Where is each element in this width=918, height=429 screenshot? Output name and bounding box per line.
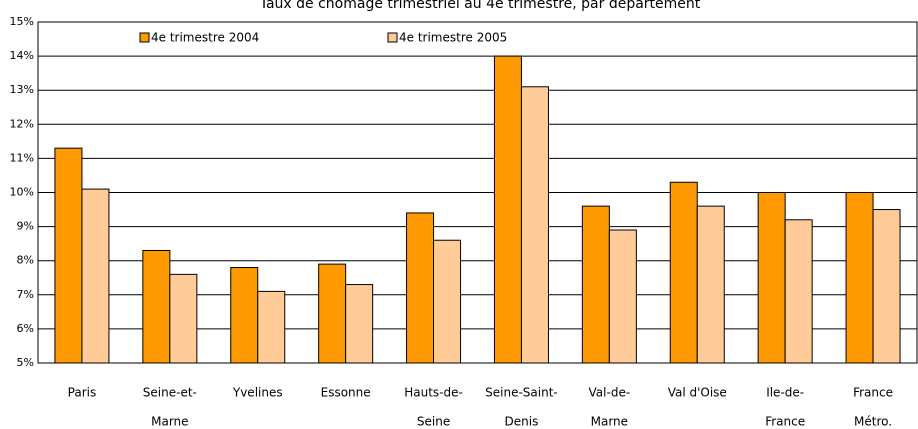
x-tick-label: Essonne (321, 386, 371, 400)
bar (54, 147, 83, 364)
bar (696, 205, 725, 364)
y-tick-label: 14% (10, 49, 34, 62)
x-tick-label: Yvelines (232, 386, 283, 400)
bar (669, 181, 698, 364)
bar (142, 249, 171, 364)
bar (345, 284, 374, 364)
legend-swatch (139, 32, 150, 43)
bar (608, 229, 637, 364)
bar (845, 192, 874, 364)
chart-title: Taux de chômage trimestriel au 4e trimes… (259, 0, 701, 12)
y-tick-label: 10% (10, 186, 34, 199)
y-tick-label: 5% (17, 356, 34, 369)
y-tick-label: 15% (10, 15, 34, 28)
x-tick-label: Seine (417, 415, 450, 429)
bar (784, 219, 813, 364)
bar (433, 239, 462, 364)
bar (257, 290, 286, 364)
legend-swatch (387, 32, 398, 43)
x-tick-label: Paris (68, 386, 97, 400)
x-tick-label: Denis (505, 415, 539, 429)
y-tick-label: 13% (10, 83, 34, 96)
y-tick-label: 12% (10, 117, 34, 130)
bar (318, 263, 347, 364)
x-tick-label: France (853, 386, 893, 400)
y-tick-label: 6% (17, 322, 34, 335)
bar (520, 86, 549, 364)
bar (406, 212, 435, 364)
bar (757, 192, 786, 364)
x-tick-label: Marne (151, 415, 188, 429)
bar (81, 188, 110, 364)
bar (581, 205, 610, 364)
bar (493, 55, 522, 364)
y-tick-label: 7% (17, 288, 34, 301)
bar (872, 209, 901, 364)
x-tick-label: France (765, 415, 805, 429)
x-tick-label: Seine-Saint- (485, 386, 558, 400)
x-tick-label: Val d'Oise (668, 386, 727, 400)
x-tick-label: Val-de- (589, 386, 631, 400)
plot-border (37, 21, 918, 364)
legend-label: 4e trimestre 2004 (151, 31, 259, 45)
x-tick-label: Seine-et- (143, 386, 197, 400)
bar (230, 267, 259, 364)
x-tick-label: Métro. (854, 415, 892, 429)
x-tick-label: Marne (591, 415, 628, 429)
y-tick-label: 11% (10, 151, 34, 164)
x-tick-label: Hauts-de- (404, 386, 463, 400)
y-tick-label: 8% (17, 254, 34, 267)
legend-label: 4e trimestre 2005 (399, 31, 507, 45)
y-tick-label: 9% (17, 220, 34, 233)
x-tick-label: Ile-de- (766, 386, 804, 400)
bar (169, 273, 198, 364)
